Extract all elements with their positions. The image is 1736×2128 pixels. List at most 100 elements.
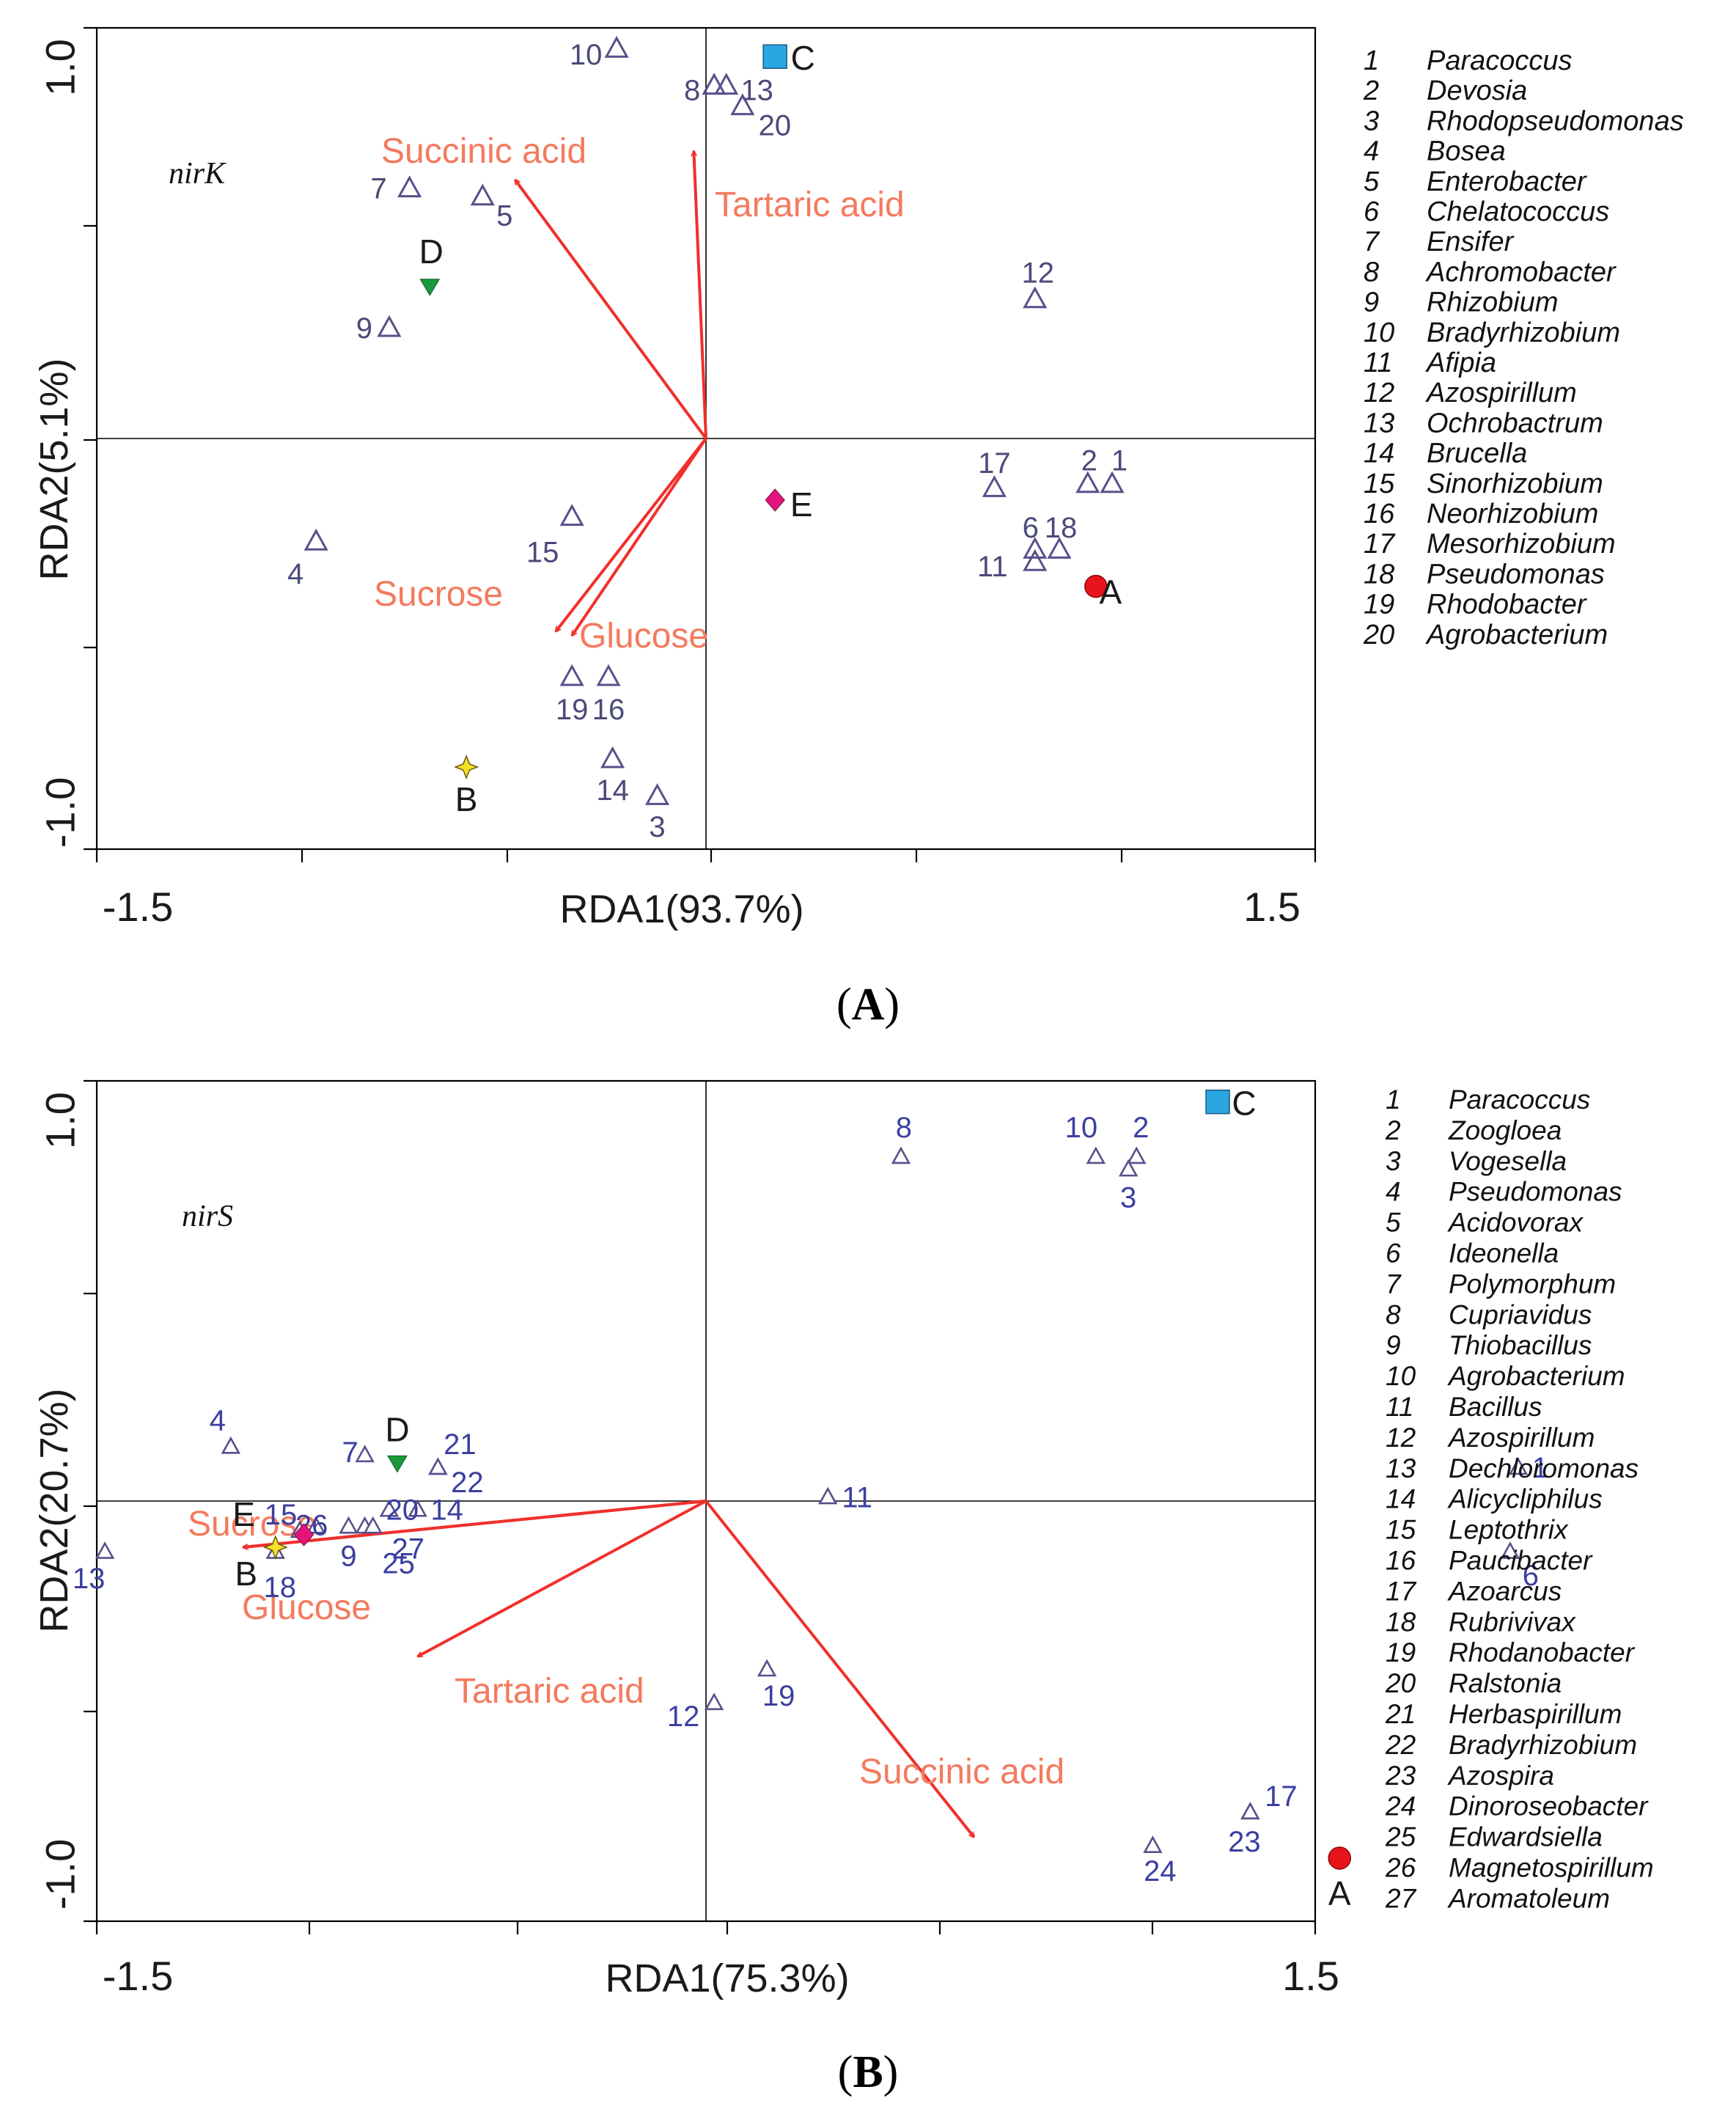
species-marker <box>1240 1802 1260 1820</box>
legend-number: 5 <box>1364 166 1380 197</box>
sample-marker <box>387 1455 408 1473</box>
species-marker <box>1023 548 1048 571</box>
species-label: 18 <box>264 1571 297 1604</box>
species-label: 3 <box>649 811 665 843</box>
legend-number: 27 <box>1385 1883 1417 1913</box>
env-arrow-label: Succinic acid <box>859 1753 1064 1791</box>
legend-taxon-name: Rubrivivax <box>1449 1607 1576 1637</box>
env-arrow <box>243 1500 707 1547</box>
env-arrow <box>570 437 707 636</box>
y-tick-label: -1.0 <box>37 1839 84 1910</box>
legend-number: 26 <box>1385 1853 1416 1883</box>
species-marker <box>559 504 584 527</box>
species-label: 23 <box>1228 1826 1261 1858</box>
species-marker <box>596 664 621 686</box>
species-label: 1 <box>1111 445 1128 477</box>
legend-taxon-name: Acidovorax <box>1447 1208 1584 1238</box>
species-marker <box>1508 1457 1529 1475</box>
x-tick-label: -1.5 <box>103 1953 174 1999</box>
species-marker <box>428 1457 448 1475</box>
legend-number: 18 <box>1364 559 1394 590</box>
legend-number: 7 <box>1364 227 1380 257</box>
species-label: 6 <box>1023 512 1039 544</box>
sample-marker <box>1328 1846 1351 1870</box>
species-marker <box>363 1516 383 1534</box>
x-axis-title: RDA1(93.7%) <box>559 887 803 931</box>
legend-number: 9 <box>1364 287 1379 318</box>
species-marker <box>1047 537 1072 559</box>
species-marker <box>600 746 625 768</box>
species-label: 21 <box>444 1428 477 1461</box>
species-label: 2 <box>1081 445 1097 477</box>
x-tick-label: -1.5 <box>103 884 174 930</box>
legend-number: 2 <box>1363 76 1379 106</box>
species-marker <box>1118 1159 1139 1177</box>
legend-number: 10 <box>1386 1361 1416 1391</box>
legend-number: 22 <box>1385 1730 1416 1760</box>
env-arrow <box>556 437 707 631</box>
legend-taxon-name: Rhodanobacter <box>1449 1637 1636 1667</box>
env-arrow <box>705 1500 974 1837</box>
legend-taxon-name: Azospirillum <box>1447 1423 1595 1453</box>
species-marker <box>470 183 495 206</box>
species-label: 11 <box>842 1481 872 1514</box>
species-label: 13 <box>73 1563 106 1595</box>
legend-taxon-name: Paucibacter <box>1449 1546 1593 1576</box>
sample-label: D <box>419 232 444 271</box>
legend-taxon-name: Pseudomonas <box>1427 559 1605 590</box>
species-label: 12 <box>1021 257 1054 290</box>
sample-label: B <box>455 780 478 818</box>
sample-marker <box>419 279 441 296</box>
env-arrow-label: Succinic acid <box>381 132 586 171</box>
legend-number: 11 <box>1364 348 1392 378</box>
species-label: 16 <box>592 694 625 726</box>
legend-taxon-name: Agrobacterium <box>1425 620 1608 650</box>
species-marker <box>644 783 670 805</box>
legend-number: 4 <box>1364 136 1379 167</box>
species-marker <box>1075 471 1100 494</box>
legend-number: 17 <box>1386 1576 1417 1606</box>
species-label: 7 <box>342 1437 358 1469</box>
legend-taxon-name: Azospira <box>1447 1761 1554 1791</box>
legend-taxon-name: Aromatoleum <box>1447 1883 1610 1913</box>
legend-taxon-name: Pseudomonas <box>1449 1177 1622 1207</box>
panel-caption-letter: A <box>852 980 885 1030</box>
species-marker <box>604 35 629 58</box>
x-tick-label: 1.5 <box>1243 884 1301 930</box>
species-marker <box>1127 1146 1147 1164</box>
legend-taxon-name: Brucella <box>1427 439 1527 469</box>
species-label: 5 <box>496 200 512 232</box>
species-label: 7 <box>370 172 386 205</box>
species-marker <box>306 1516 326 1534</box>
legend-taxon-name: Azospirillum <box>1425 378 1577 408</box>
env-arrow <box>694 151 707 439</box>
species-label: 15 <box>265 1499 298 1531</box>
panel-a-nirk: -1.5 1.5 1.0 -1.0 RDA1(93.7%) RDA2(5.1%) nirK (… <box>32 26 1684 1030</box>
legend-taxon-name: Polymorphum <box>1449 1269 1616 1299</box>
legend-taxon-name: Alicycliphilus <box>1447 1484 1603 1514</box>
species-label: 18 <box>1045 512 1078 544</box>
env-arrow <box>418 1500 707 1658</box>
species-marker <box>377 315 402 337</box>
legend-number: 12 <box>1364 378 1394 408</box>
y-axis-title: RDA2(20.7%) <box>32 1388 76 1632</box>
legend-number: 9 <box>1386 1330 1401 1360</box>
species-label: 8 <box>896 1112 912 1144</box>
species-marker <box>1143 1835 1163 1853</box>
env-arrow-label: Tartaric acid <box>715 186 905 224</box>
legend-taxon-name: Ideonella <box>1449 1239 1559 1269</box>
species-marker <box>221 1436 241 1454</box>
species-marker <box>891 1146 911 1164</box>
species-marker <box>730 93 755 116</box>
legend-taxon-name: Mesorhizobium <box>1427 529 1616 559</box>
env-arrow-label: Glucose <box>242 1588 371 1627</box>
legend-number: 13 <box>1364 408 1394 439</box>
species-label: 12 <box>667 1700 700 1733</box>
legend-taxon-name: Cupriavidus <box>1449 1299 1592 1329</box>
sample-label: B <box>235 1555 257 1593</box>
species-label: 11 <box>977 551 1008 583</box>
legend-taxon-name: Bradyrhizobium <box>1449 1730 1637 1760</box>
sample-marker <box>293 1523 315 1547</box>
env-arrow-label: Sucrose <box>374 575 503 614</box>
legend-taxon-name: Agrobacterium <box>1447 1361 1625 1391</box>
